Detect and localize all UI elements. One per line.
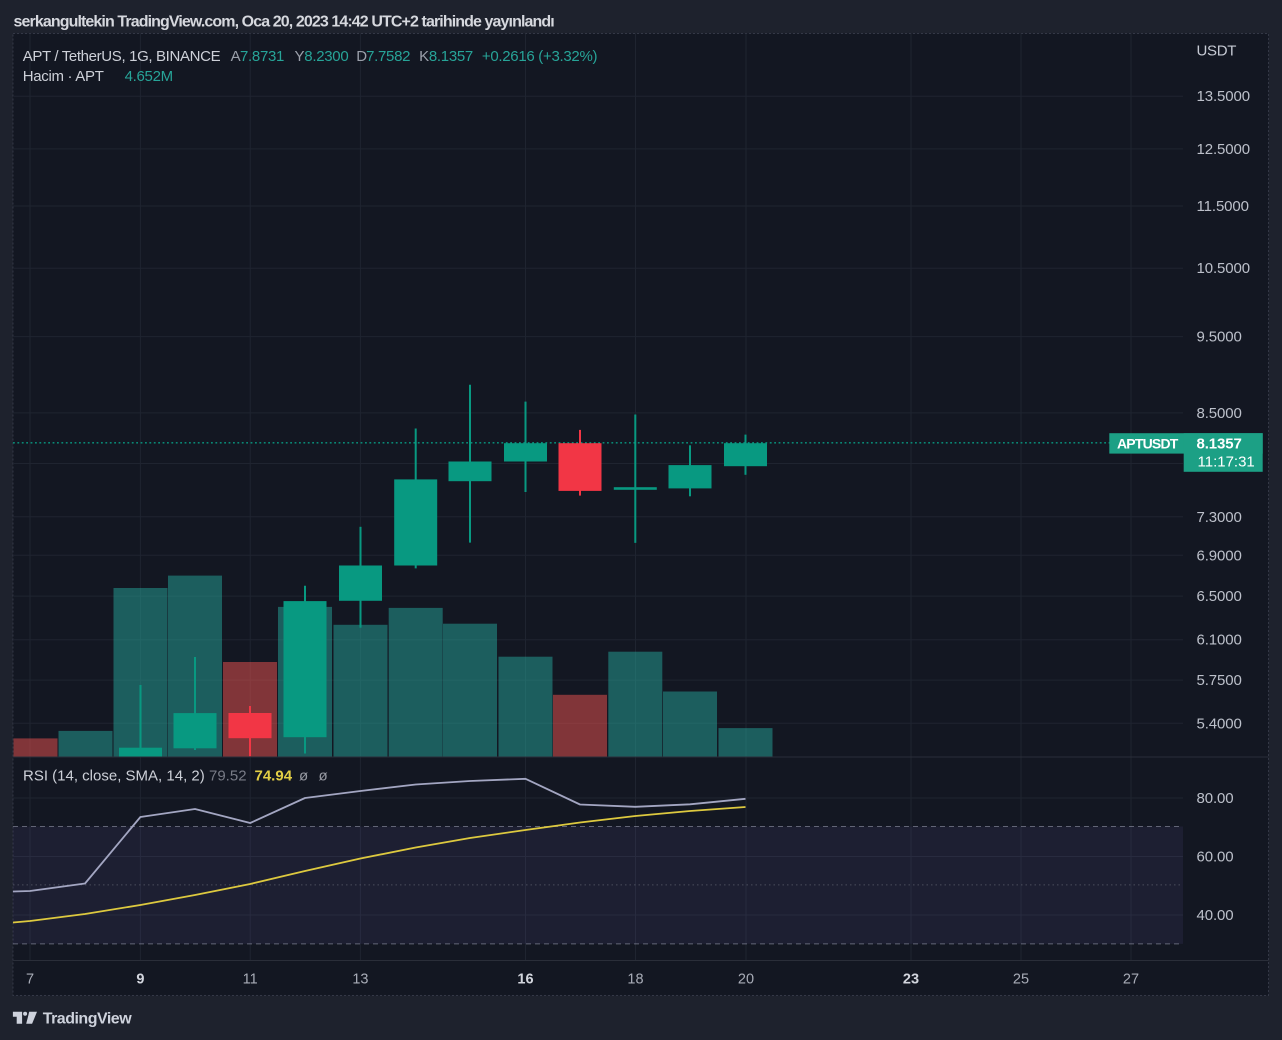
- svg-text:23: 23: [903, 972, 919, 988]
- svg-text:USDT: USDT: [1197, 42, 1237, 59]
- svg-text:serkangultekin TradingView.com: serkangultekin TradingView.com, Oca 20, …: [14, 14, 555, 31]
- svg-text:4.652M: 4.652M: [125, 68, 173, 85]
- svg-text:7.7582: 7.7582: [366, 48, 410, 65]
- svg-text:8.1357: 8.1357: [1197, 436, 1242, 453]
- svg-text:6.9000: 6.9000: [1197, 547, 1242, 564]
- svg-text:18: 18: [627, 972, 643, 988]
- svg-text:RSI (14, close, SMA, 14, 2): RSI (14, close, SMA, 14, 2): [23, 768, 205, 785]
- svg-text:80.00: 80.00: [1197, 790, 1234, 807]
- svg-text:11:17:31: 11:17:31: [1198, 454, 1255, 471]
- svg-text:9.5000: 9.5000: [1197, 329, 1242, 346]
- svg-text:40.00: 40.00: [1197, 907, 1234, 924]
- svg-text:60.00: 60.00: [1197, 849, 1234, 866]
- svg-text:APT / TetherUS, 1G, BINANCE: APT / TetherUS, 1G, BINANCE: [23, 48, 221, 65]
- svg-text:ø: ø: [319, 768, 328, 785]
- svg-text:8.1357: 8.1357: [429, 48, 473, 65]
- svg-text:13: 13: [352, 972, 368, 988]
- svg-text:25: 25: [1013, 972, 1029, 988]
- svg-text:ø: ø: [299, 768, 308, 785]
- svg-text:20: 20: [738, 972, 754, 988]
- svg-text:5.4000: 5.4000: [1197, 715, 1242, 732]
- svg-text:16: 16: [517, 972, 533, 988]
- svg-text:7: 7: [26, 972, 34, 988]
- svg-text:APTUSDT: APTUSDT: [1117, 436, 1179, 452]
- svg-text:27: 27: [1123, 972, 1139, 988]
- svg-text:9: 9: [136, 972, 144, 988]
- svg-text:11: 11: [243, 972, 258, 988]
- svg-text:A: A: [231, 48, 241, 65]
- svg-text:11.5000: 11.5000: [1197, 198, 1249, 215]
- svg-text:7.8731: 7.8731: [240, 48, 284, 65]
- svg-text:8.5000: 8.5000: [1197, 405, 1242, 422]
- svg-text:D: D: [356, 48, 367, 65]
- svg-text:7.3000: 7.3000: [1197, 509, 1242, 526]
- svg-text:74.94: 74.94: [255, 768, 293, 785]
- svg-text:10.5000: 10.5000: [1197, 260, 1251, 277]
- svg-text:13.5000: 13.5000: [1197, 88, 1251, 105]
- svg-text:79.52: 79.52: [209, 768, 247, 785]
- svg-text:K: K: [419, 48, 429, 65]
- svg-text:+0.2616 (+3.32%): +0.2616 (+3.32%): [482, 48, 598, 65]
- svg-text:Y: Y: [295, 48, 305, 65]
- svg-text:TradingView: TradingView: [43, 1010, 133, 1027]
- svg-text:Hacim · APT: Hacim · APT: [23, 68, 104, 85]
- svg-text:6.5000: 6.5000: [1197, 588, 1242, 605]
- svg-text:12.5000: 12.5000: [1197, 141, 1251, 158]
- svg-text:8.2300: 8.2300: [304, 48, 348, 65]
- svg-text:6.1000: 6.1000: [1197, 632, 1242, 649]
- svg-text:5.7500: 5.7500: [1197, 672, 1242, 689]
